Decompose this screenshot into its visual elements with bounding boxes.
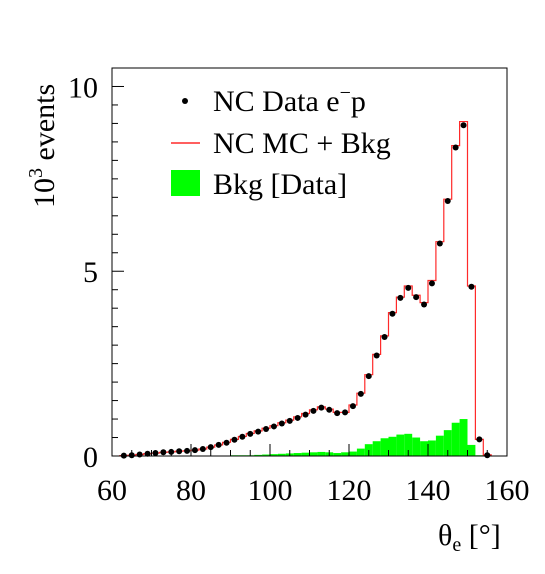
data-point (365, 373, 372, 380)
data-point (294, 414, 301, 421)
data-point (444, 198, 451, 205)
bkg-bar (309, 452, 318, 456)
data-point (381, 334, 388, 341)
legend-mc-label: NC MC + Bkg (213, 127, 391, 160)
data-point (476, 436, 483, 443)
data-point (413, 294, 420, 301)
bkg-bar (356, 448, 365, 456)
bkg-bar (341, 452, 349, 456)
bkg-bar (293, 453, 302, 456)
bkg-bar (459, 419, 468, 456)
data-point (207, 444, 214, 451)
data-point (223, 439, 230, 446)
bkg-bar (404, 433, 413, 456)
bkg-bar (333, 453, 342, 456)
data-point (199, 445, 206, 452)
data-point (397, 294, 404, 301)
data-point (136, 451, 143, 458)
data-point (278, 420, 285, 427)
bkg-bar (372, 441, 381, 456)
data-point (389, 310, 396, 317)
tick-labels: 60 80 100 120 140 160 0 5 10 (68, 71, 530, 507)
y-tick-label: 10 (68, 71, 98, 104)
data-point (342, 409, 349, 416)
bkg-bar (467, 444, 476, 456)
data-point (460, 122, 467, 129)
bkg-bar (428, 440, 436, 456)
y-tick-label: 5 (83, 256, 98, 289)
data-point (318, 404, 325, 411)
x-tick-label: 140 (406, 474, 451, 507)
data-point (152, 450, 159, 457)
x-tick-label: 160 (485, 474, 530, 507)
data-point (255, 428, 262, 435)
y-axis-title: 103 events (25, 84, 61, 208)
bkg-bar (301, 452, 310, 456)
bkg-bar (420, 441, 428, 456)
y-tick-label: 0 (83, 441, 98, 474)
legend-data-label: NC Data e−p (213, 82, 366, 118)
axes (111, 67, 508, 457)
data-point (334, 410, 341, 417)
data-point (349, 403, 356, 410)
legend-bkg-label: Bkg [Data] (213, 168, 347, 201)
data-point (452, 144, 459, 151)
data-point (239, 433, 246, 440)
x-tick-label: 60 (97, 474, 127, 507)
bkg-bar (443, 430, 452, 456)
x-axis-title: θe [°] (438, 519, 501, 556)
data-point (436, 240, 443, 247)
bkg-bar (349, 451, 357, 456)
bkg-bar (380, 438, 389, 456)
data-point (286, 417, 293, 424)
data-point (373, 352, 380, 359)
data-point (326, 406, 333, 413)
bkg-bar (388, 436, 397, 456)
data-point (302, 411, 309, 418)
data-point (357, 390, 364, 397)
legend: NC Data e−p NC MC + Bkg Bkg [Data] (171, 82, 391, 201)
data-point (263, 426, 270, 433)
data-point (405, 284, 412, 291)
bkg-bar (396, 434, 405, 456)
bkg-bar (317, 451, 326, 456)
bkg-bar (254, 454, 263, 456)
x-tick-label: 80 (176, 474, 206, 507)
legend-data-marker (182, 98, 188, 104)
data-point (160, 449, 167, 456)
legend-bkg-swatch (171, 170, 200, 196)
x-tick-label: 100 (248, 474, 293, 507)
bkg-bar (270, 454, 278, 456)
data-point (184, 447, 191, 454)
data-point (421, 301, 428, 308)
data-point (468, 283, 475, 290)
data-point (310, 407, 317, 414)
bkg-bar (451, 422, 460, 456)
data-point (144, 450, 151, 457)
data-point (428, 280, 435, 287)
data-point (191, 447, 198, 454)
bkg-bar (262, 454, 270, 456)
data-point (270, 423, 277, 430)
data-point (176, 448, 183, 455)
x-tick-label: 120 (327, 474, 372, 507)
data-point (215, 441, 222, 448)
bkg-bar (412, 437, 421, 456)
data-point (231, 436, 238, 443)
bkg-bar (277, 453, 286, 456)
bkg-bar (435, 435, 444, 456)
data-point (247, 430, 254, 437)
